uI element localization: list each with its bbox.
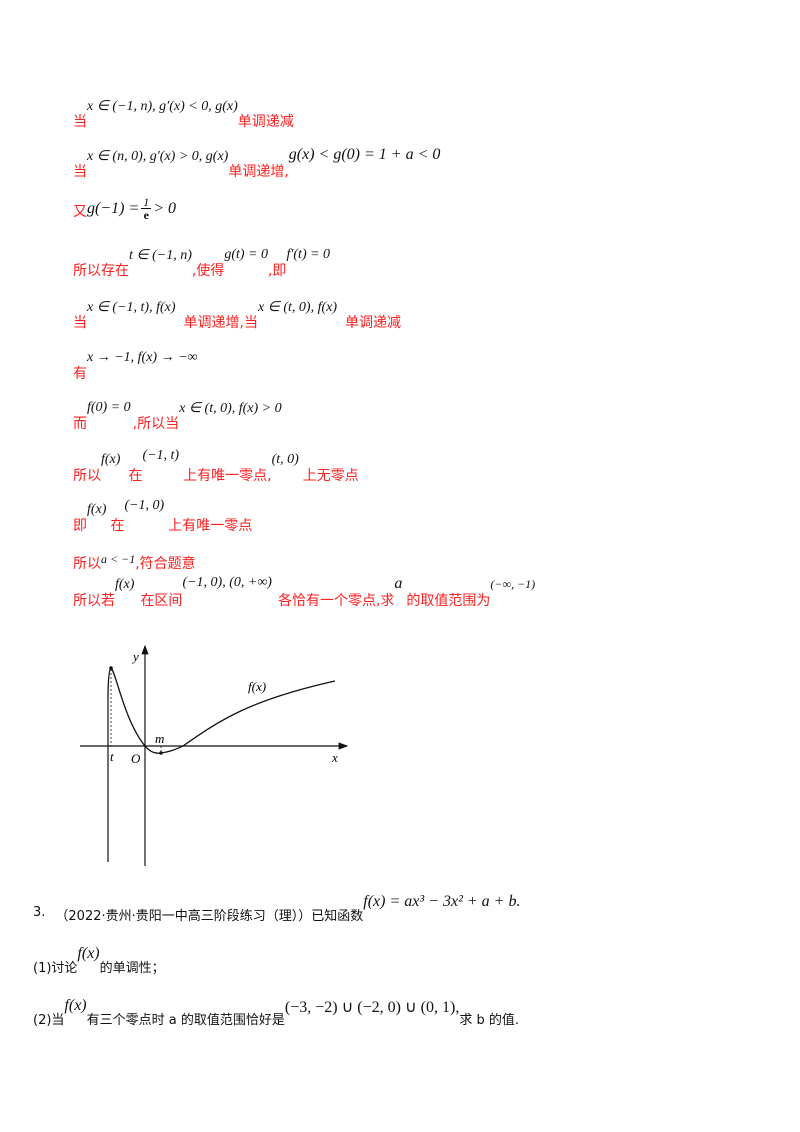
text: 当 bbox=[73, 164, 87, 180]
text: 而 bbox=[73, 416, 87, 432]
text: 各恰有一个零点,求 bbox=[277, 593, 395, 609]
solution-line-5: 当 x ∈ (−1, t), f(x) 单调递增,当 x ∈ (t, 0), f… bbox=[73, 299, 401, 332]
math: g(x) < g(0) = 1 + a < 0 bbox=[288, 146, 441, 163]
text: 当 bbox=[73, 114, 87, 130]
text: 单调递减 bbox=[237, 114, 294, 130]
y-axis-label: y bbox=[131, 649, 139, 664]
text: (2)当 bbox=[33, 1013, 65, 1028]
text: ,符合题意 bbox=[135, 556, 196, 572]
text: 求 b 的值. bbox=[459, 1013, 519, 1028]
solution-line-10: 所以 a < −1 ,符合题意 bbox=[73, 540, 196, 573]
problem-3-stem: 3. （2022·贵州·贵阳一中高三阶段练习（理））已知函数 f(x) = ax… bbox=[33, 893, 520, 924]
math: x ∈ (t, 0), f(x) bbox=[257, 300, 338, 315]
denominator: e bbox=[143, 208, 149, 222]
math: t ∈ (−1, n) bbox=[129, 248, 192, 263]
math: f(x) bbox=[77, 945, 100, 962]
solution-line-7: 而 f(0) = 0 ,所以当 x ∈ (t, 0), f(x) > 0 bbox=[73, 400, 282, 433]
min-point bbox=[159, 751, 163, 755]
numerator: 1 bbox=[141, 195, 152, 209]
math: f(x) bbox=[87, 502, 107, 517]
text: 在 bbox=[110, 518, 125, 534]
problem-3-q1: (1)讨论 f(x) 的单调性； bbox=[33, 945, 165, 976]
t-label: t bbox=[110, 749, 114, 764]
math: a < −1 bbox=[101, 552, 136, 566]
text: 单调递增, bbox=[228, 164, 289, 180]
text: 即 bbox=[73, 518, 87, 534]
solution-line-8: 所以 f(x) 在 (−1, t) 上有唯一零点, (t, 0) 上无零点 bbox=[73, 448, 359, 485]
text: ,即 bbox=[267, 263, 287, 279]
math: f(x) bbox=[101, 452, 121, 467]
math: g(−1) = bbox=[87, 199, 140, 217]
text: 的单调性； bbox=[99, 961, 165, 976]
math: (−1, 0) bbox=[124, 498, 165, 513]
text: 上有唯一零点, bbox=[183, 468, 272, 484]
math: f(0) = 0 bbox=[87, 400, 131, 415]
text: 上无零点 bbox=[302, 468, 359, 484]
text: 的取值范围为 bbox=[406, 593, 491, 609]
math: f(x) bbox=[64, 997, 87, 1014]
solution-line-6: 有 x → −1, f(x) → −∞ bbox=[73, 350, 198, 383]
text: 单调递减 bbox=[345, 315, 402, 331]
text: 单调递增,当 bbox=[183, 315, 258, 331]
math: > 0 bbox=[153, 199, 177, 217]
text: 在 bbox=[128, 468, 143, 484]
math: (−1, 0), (0, +∞) bbox=[182, 575, 272, 590]
problem-number: 3. bbox=[33, 905, 46, 920]
text: 在区间 bbox=[140, 593, 183, 609]
math: x → −1, f(x) → −∞ bbox=[87, 350, 198, 365]
math: (−3, −2) ∪ (−2, 0) ∪ (0, 1), bbox=[284, 999, 460, 1016]
math: (−1, t) bbox=[142, 448, 180, 463]
math: x ∈ (−1, n), g′(x) < 0, g(x) bbox=[87, 99, 238, 114]
text: 有三个零点时 a 的取值范围恰好是 bbox=[86, 1013, 285, 1028]
m-label: m bbox=[155, 731, 164, 746]
text: 当 bbox=[73, 315, 87, 331]
text: 有 bbox=[73, 366, 87, 382]
solution-line-1: 当 x ∈ (−1, n), g′(x) < 0, g(x) 单调递减 bbox=[73, 98, 294, 131]
text: 所以若 bbox=[73, 593, 115, 609]
math: x ∈ (−1, t), f(x) bbox=[87, 300, 176, 315]
text: 又 bbox=[73, 203, 87, 220]
peak-point bbox=[109, 666, 113, 670]
text: 所以存在 bbox=[73, 263, 129, 279]
solution-line-11: 所以若 f(x) 在区间 (−1, 0), (0, +∞) 各恰有一个零点,求 … bbox=[73, 575, 536, 610]
math: (−∞, −1) bbox=[490, 577, 536, 591]
math: x ∈ (t, 0), f(x) > 0 bbox=[179, 401, 282, 416]
solution-line-2: 当 x ∈ (n, 0), g′(x) > 0, g(x) 单调递增, g(x)… bbox=[73, 146, 441, 181]
solution-line-4: 所以存在 t ∈ (−1, n) ,使得 g(t) = 0 ,即 f′(t) =… bbox=[73, 247, 330, 280]
math: f(x) bbox=[115, 577, 135, 592]
text: (1)讨论 bbox=[33, 961, 78, 976]
problem-source: （2022·贵州·贵阳一中高三阶段练习（理））已知函数 bbox=[55, 909, 364, 924]
math: (t, 0) bbox=[271, 452, 299, 467]
text: 上有唯一零点 bbox=[168, 518, 253, 534]
curve-fx bbox=[107, 667, 336, 754]
text: 所以 bbox=[73, 556, 101, 572]
math: a bbox=[394, 575, 403, 592]
math: f′(t) = 0 bbox=[286, 247, 331, 262]
math: x ∈ (n, 0), g′(x) > 0, g(x) bbox=[87, 149, 229, 164]
text: ,所以当 bbox=[132, 416, 180, 432]
math: g(t) = 0 bbox=[224, 247, 268, 262]
origin-label: O bbox=[131, 751, 141, 766]
text: ,使得 bbox=[191, 263, 225, 279]
solution-line-9: 即 f(x) 在 (−1, 0) 上有唯一零点 bbox=[73, 498, 253, 535]
curve-label: f(x) bbox=[248, 679, 266, 694]
x-axis-label: x bbox=[331, 750, 338, 765]
text: 所以 bbox=[73, 468, 101, 484]
problem-3-q2: (2)当 f(x) 有三个零点时 a 的取值范围恰好是 (−3, −2) ∪ (… bbox=[33, 997, 519, 1028]
math: f(x) = ax³ − 3x² + a + b. bbox=[363, 893, 521, 910]
